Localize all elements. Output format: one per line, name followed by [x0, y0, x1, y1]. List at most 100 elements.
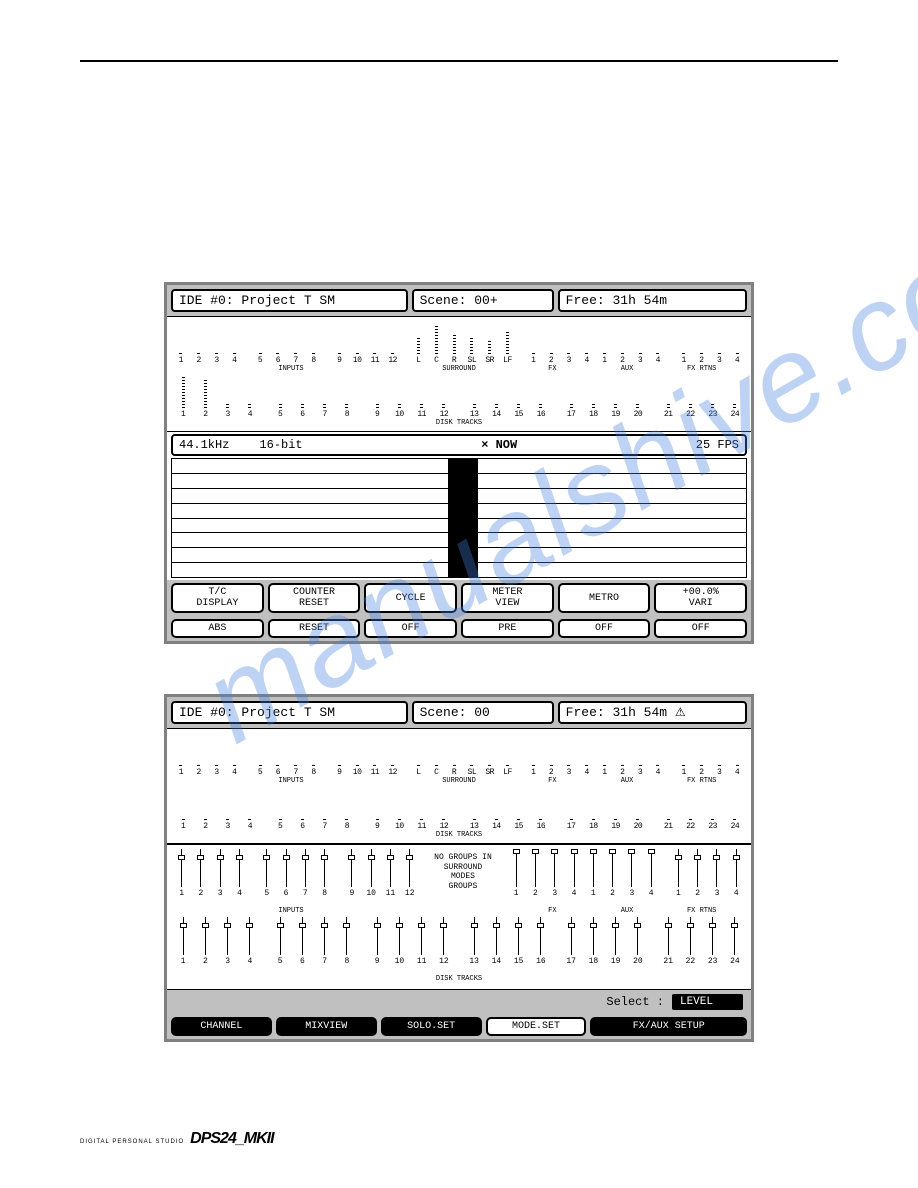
fader-channel[interactable]: 8: [337, 917, 357, 966]
fader-channel[interactable]: 11: [382, 849, 399, 898]
meter-channel: 8: [306, 764, 322, 777]
fader-channel[interactable]: 18: [583, 917, 603, 966]
fader-channel[interactable]: 9: [343, 849, 360, 898]
fader-channel[interactable]: 1: [670, 849, 687, 898]
softkey-value[interactable]: ABS: [171, 619, 264, 638]
meter-channel: 4: [729, 764, 745, 777]
fader-channel[interactable]: 24: [725, 917, 745, 966]
softkey-button[interactable]: COUNTERRESET: [268, 583, 361, 613]
softkey-value[interactable]: OFF: [654, 619, 747, 638]
softkey-button[interactable]: SOLO.SET: [381, 1017, 482, 1036]
meter-channel: C: [428, 326, 444, 365]
track-view[interactable]: [171, 458, 747, 578]
scene-box: Scene: 00+: [412, 289, 554, 312]
meter-channel: 23: [703, 818, 723, 831]
meter-channel: 6: [292, 404, 312, 419]
softkey-button[interactable]: METERVIEW: [461, 583, 554, 613]
fader-channel[interactable]: 3: [546, 849, 563, 898]
fader-channel[interactable]: 5: [270, 917, 290, 966]
fader-channel[interactable]: 2: [192, 849, 209, 898]
meter-channel: 3: [218, 818, 238, 831]
fader-channel[interactable]: 4: [565, 849, 582, 898]
fader-channel[interactable]: 9: [367, 917, 387, 966]
meter-channel: 11: [367, 764, 383, 777]
fader-channel[interactable]: 1: [508, 849, 525, 898]
select-value[interactable]: LEVEL: [672, 994, 743, 1010]
fader-channel[interactable]: 3: [623, 849, 640, 898]
fader-channel[interactable]: 23: [703, 917, 723, 966]
softkey-value[interactable]: OFF: [558, 619, 651, 638]
fader-channel[interactable]: 3: [708, 849, 725, 898]
meter-channel: 13: [464, 404, 484, 419]
fader-channel[interactable]: 8: [316, 849, 333, 898]
fader-channel[interactable]: 17: [561, 917, 581, 966]
softkey-button[interactable]: +00.0%VARI: [654, 583, 747, 613]
fader-channel[interactable]: 2: [195, 917, 215, 966]
softkey-value[interactable]: OFF: [364, 619, 457, 638]
fader-channel[interactable]: 14: [486, 917, 506, 966]
fader-channel[interactable]: 5: [258, 849, 275, 898]
meter-channel: SL: [464, 764, 480, 777]
fader-channel[interactable]: 10: [363, 849, 380, 898]
fader-channel[interactable]: 2: [527, 849, 544, 898]
softkey-button[interactable]: FX/AUX SETUP: [590, 1017, 747, 1036]
fader-channel[interactable]: 4: [642, 849, 659, 898]
fader-channel[interactable]: 4: [728, 849, 745, 898]
meter-channel: 3: [209, 352, 225, 365]
fader-channel[interactable]: 1: [585, 849, 602, 898]
panel2-header: IDE #0: Project T SM Scene: 00 Free: 31h…: [167, 697, 751, 728]
meter-channel: 2: [614, 764, 630, 777]
fader-channel[interactable]: 6: [292, 917, 312, 966]
fader-channel[interactable]: 3: [218, 917, 238, 966]
free-box: Free: 31h 54m: [558, 289, 747, 312]
fader-channel[interactable]: 2: [689, 849, 706, 898]
meter-channel: 4: [729, 352, 745, 365]
fader-channel[interactable]: 20: [628, 917, 648, 966]
fader-channel[interactable]: 2: [604, 849, 621, 898]
softkey-row-bottom: ABSRESETOFFPREOFFOFF: [167, 616, 751, 641]
fader-channel[interactable]: 1: [173, 917, 193, 966]
fader-channel[interactable]: 12: [434, 917, 454, 966]
fader-channel[interactable]: 11: [412, 917, 432, 966]
meter-channel: 7: [288, 352, 304, 365]
softkey-button[interactable]: METRO: [558, 583, 651, 613]
warning-icon: ⚠: [675, 705, 686, 720]
softkey-button[interactable]: CYCLE: [364, 583, 457, 613]
fader-channel[interactable]: 4: [240, 917, 260, 966]
fader-channel[interactable]: 6: [277, 849, 294, 898]
group-labels-row1: INPUTSSURROUNDFXAUXFX RTNS: [173, 365, 745, 375]
softkey-button[interactable]: MODE.SET: [486, 1017, 587, 1036]
fader-channel[interactable]: 1: [173, 849, 190, 898]
meter-channel: 19: [606, 404, 626, 419]
fader-channel[interactable]: 3: [212, 849, 229, 898]
meter-channel: 1: [676, 764, 692, 777]
fader-channel[interactable]: 4: [231, 849, 248, 898]
softkey-button[interactable]: T/CDISPLAY: [171, 583, 264, 613]
fader-channel[interactable]: 15: [509, 917, 529, 966]
meter-channel: 2: [195, 378, 215, 419]
fader-channel[interactable]: 19: [606, 917, 626, 966]
softkey-button[interactable]: MIXVIEW: [276, 1017, 377, 1036]
fader-channel[interactable]: 13: [464, 917, 484, 966]
fader-channel[interactable]: 16: [531, 917, 551, 966]
meter-channel: 3: [209, 764, 225, 777]
fader-channel[interactable]: 10: [389, 917, 409, 966]
meter-channel: 10: [389, 818, 409, 831]
meter-channel: 7: [315, 404, 335, 419]
meter-channel: 17: [561, 404, 581, 419]
meter-channel: 9: [367, 818, 387, 831]
meter-channel: R: [446, 764, 462, 777]
meter-channel: R: [446, 334, 462, 365]
softkey-button[interactable]: CHANNEL: [171, 1017, 272, 1036]
meter-channel: 3: [561, 352, 577, 365]
meter-channel: 24: [725, 818, 745, 831]
fader-channel[interactable]: 21: [658, 917, 678, 966]
fader-channel[interactable]: 7: [315, 917, 335, 966]
meter-channel: 4: [240, 404, 260, 419]
softkey-value[interactable]: PRE: [461, 619, 554, 638]
meter-channel: 7: [288, 764, 304, 777]
softkey-value[interactable]: RESET: [268, 619, 361, 638]
fader-channel[interactable]: 7: [297, 849, 314, 898]
fader-channel[interactable]: 12: [401, 849, 418, 898]
fader-channel[interactable]: 22: [680, 917, 700, 966]
